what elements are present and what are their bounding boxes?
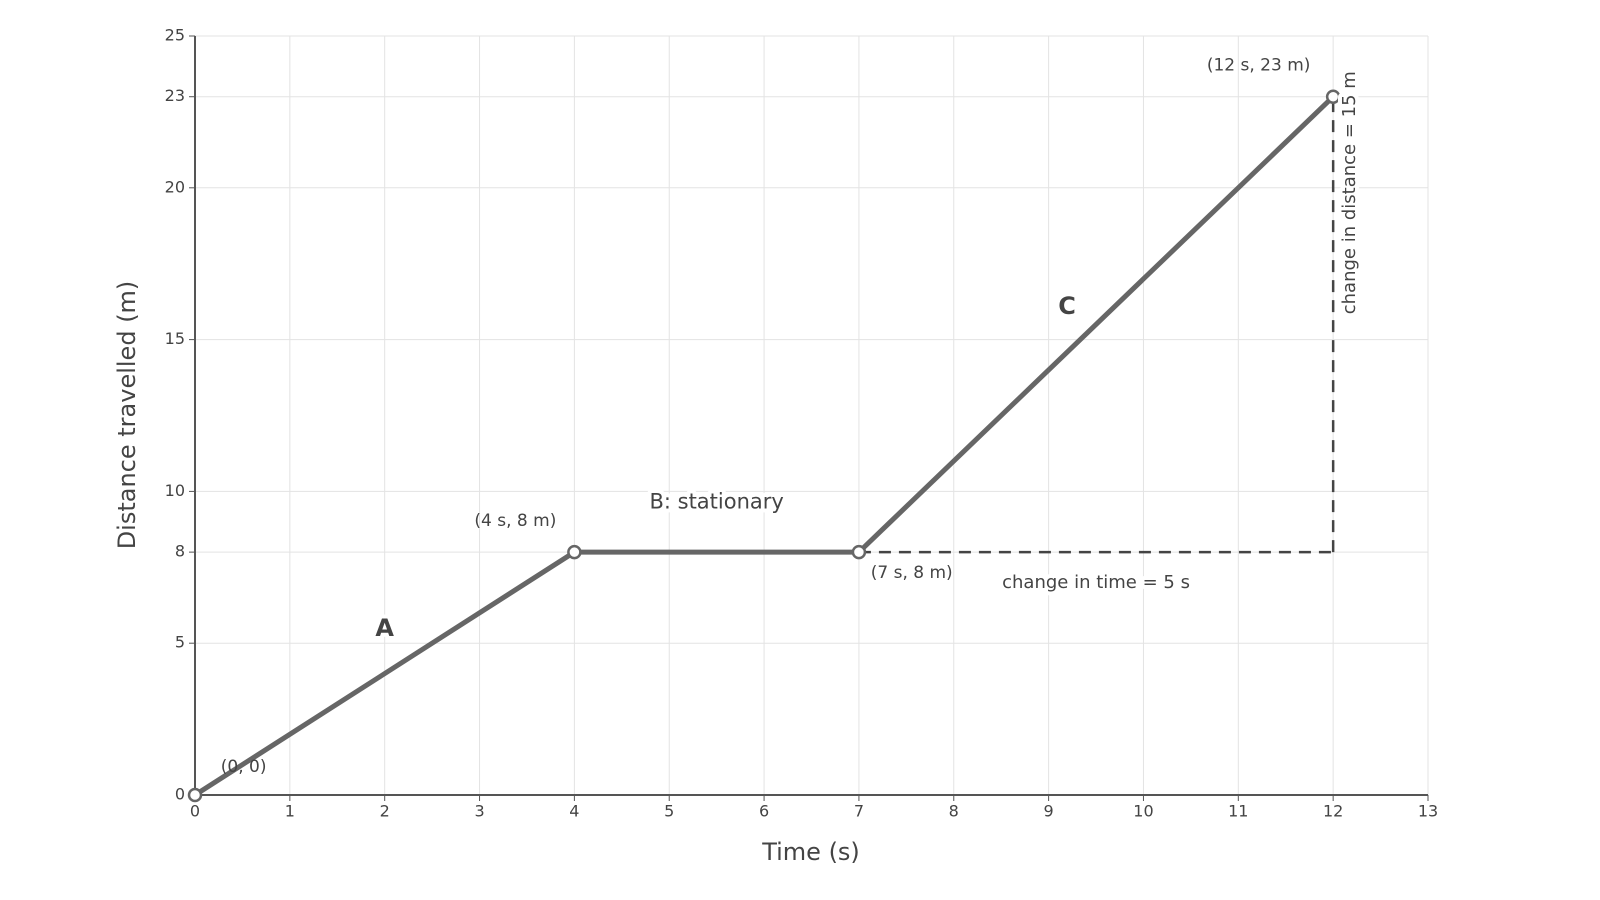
segment-label: A bbox=[375, 614, 394, 642]
point bbox=[851, 544, 867, 560]
y-tick-label: 15 bbox=[165, 329, 185, 348]
point-label: (4 s, 8 m) bbox=[474, 511, 556, 531]
change-time-label: change in time = 5 s bbox=[1002, 572, 1190, 593]
y-tick-label: 20 bbox=[165, 177, 185, 196]
y-axis-label: Distance travelled (m) bbox=[113, 281, 141, 550]
x-tick-label: 10 bbox=[1133, 802, 1153, 821]
x-tick-label: 5 bbox=[664, 802, 674, 821]
x-tick-label: 1 bbox=[285, 802, 295, 821]
y-tick-label: 0 bbox=[175, 785, 185, 804]
x-tick-label: 12 bbox=[1323, 802, 1343, 821]
y-tick-label: 23 bbox=[165, 86, 185, 105]
x-tick-label: 0 bbox=[190, 802, 200, 821]
point bbox=[567, 544, 582, 560]
y-tick-label: 10 bbox=[165, 481, 185, 500]
segment-label: B: stationary bbox=[649, 489, 783, 513]
x-tick-label: 4 bbox=[569, 802, 579, 821]
y-tick-label: 25 bbox=[165, 26, 185, 45]
y-tick-label: 5 bbox=[175, 633, 185, 652]
x-tick-label: 7 bbox=[854, 802, 864, 821]
point bbox=[187, 787, 203, 803]
x-tick-label: 8 bbox=[949, 802, 959, 821]
x-tick-label: 9 bbox=[1044, 802, 1054, 821]
point bbox=[1325, 89, 1341, 104]
y-tick-label: 8 bbox=[175, 542, 185, 561]
x-tick-label: 11 bbox=[1228, 802, 1248, 821]
x-axis-label: Time (s) bbox=[761, 838, 860, 866]
point-label: (12 s, 23 m) bbox=[1207, 56, 1311, 76]
x-tick-label: 2 bbox=[380, 802, 390, 821]
x-tick-label: 6 bbox=[759, 802, 769, 821]
x-tick-label: 3 bbox=[474, 802, 484, 821]
x-tick-label: 13 bbox=[1418, 802, 1438, 821]
line bbox=[193, 94, 1335, 798]
change-distance-label: change in distance = 15 m bbox=[1339, 71, 1360, 314]
point-label: (7 s, 8 m) bbox=[871, 563, 953, 583]
segment-label: C bbox=[1058, 292, 1076, 320]
point-label: (0, 0) bbox=[221, 757, 267, 777]
